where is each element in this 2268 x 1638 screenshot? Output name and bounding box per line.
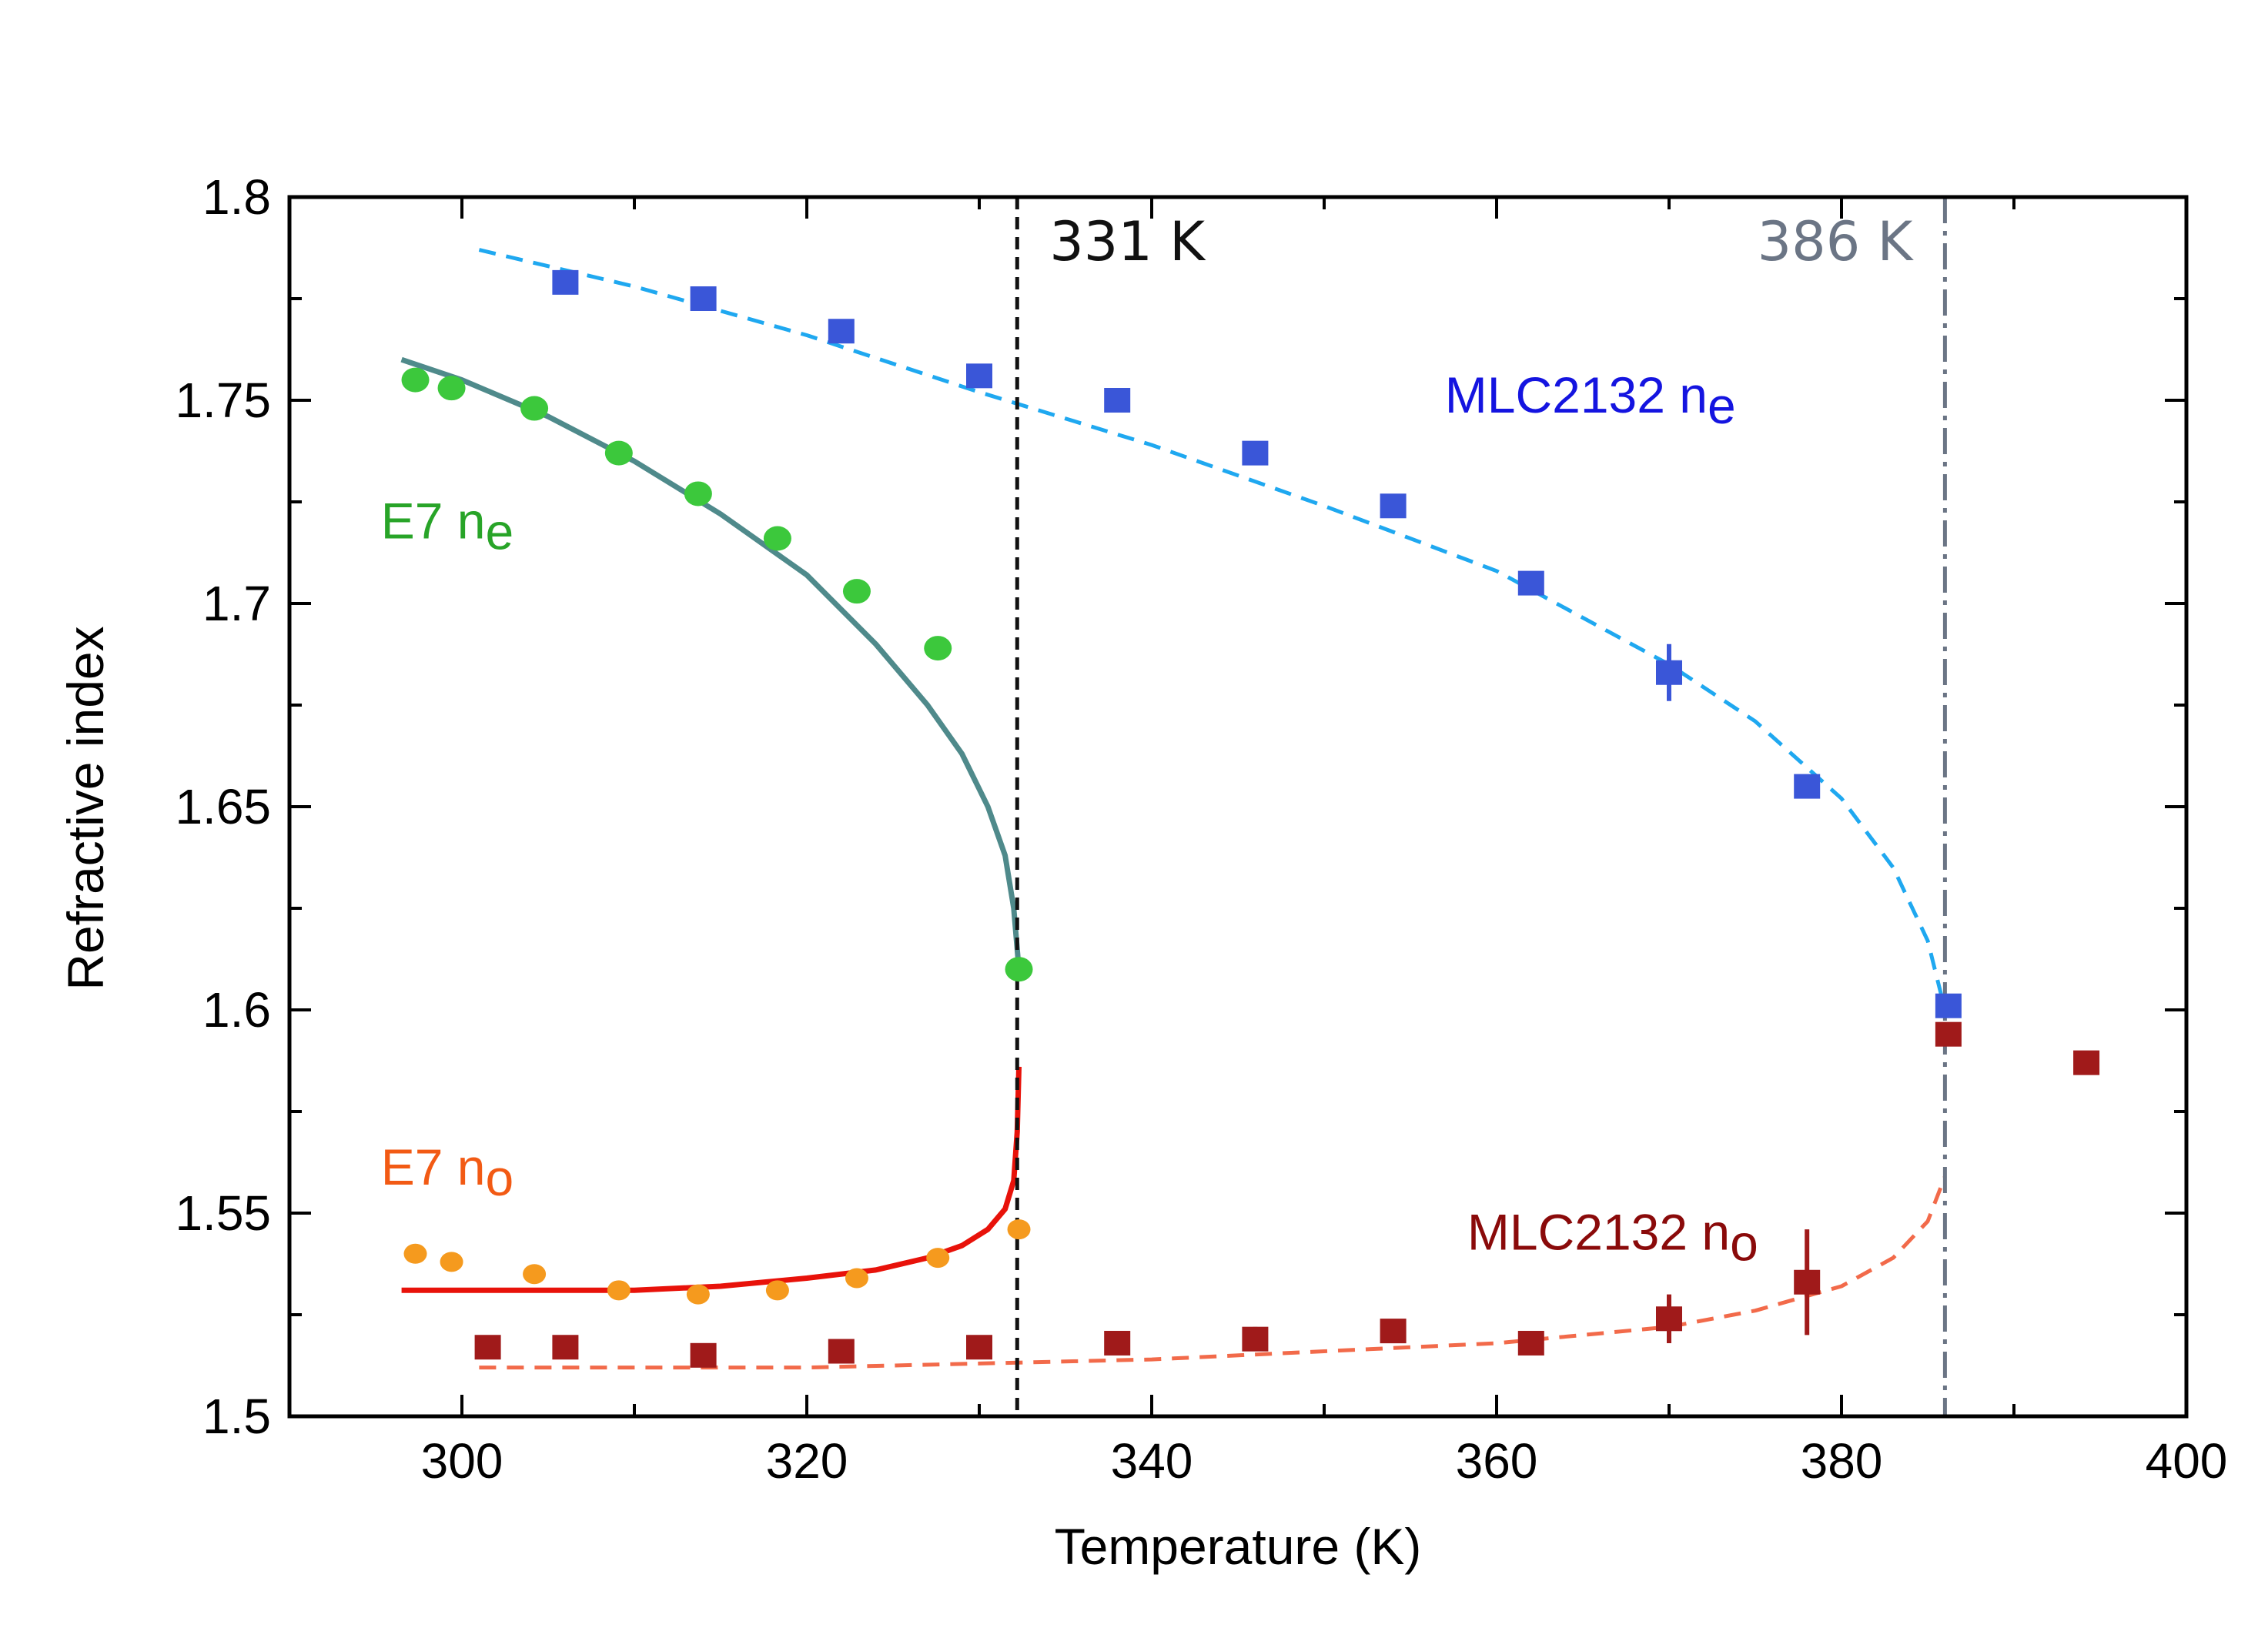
y-axis-title: Refractive index	[57, 626, 114, 990]
label-main: E7 n	[381, 1138, 486, 1195]
x-tick-label: 340	[1111, 1433, 1193, 1489]
mlc2132-ne-point	[690, 286, 717, 311]
mlc2132-ne-point	[1242, 440, 1269, 466]
mlc2132-ne-point	[1517, 570, 1544, 596]
vertical-line-labels: 331 K 386 K	[1049, 210, 1914, 273]
e7-no-point	[440, 1252, 463, 1272]
e7-no-point	[845, 1268, 868, 1289]
mlc2132-ne-point	[552, 269, 579, 295]
plot-frame	[287, 195, 2189, 1419]
e7-no-point	[607, 1280, 631, 1301]
e7-no-point	[403, 1243, 427, 1264]
x-axis-title: Temperature (K)	[1055, 1518, 1422, 1575]
x-tick-label: 400	[2146, 1433, 2228, 1489]
vline-label-331-k: 331 K	[1049, 210, 1206, 273]
y-tick-label: 1.7	[202, 576, 271, 631]
label-subscript: e	[1708, 377, 1736, 434]
mlc2132-ne-fit-line	[478, 248, 1947, 1011]
y-tick-label: 1.75	[175, 373, 271, 428]
data-markers	[401, 269, 2100, 1368]
label-e7-ne: E7 ne	[381, 493, 513, 560]
mlc2132-ne-point	[1656, 660, 1682, 685]
e7-no-point	[1007, 1219, 1031, 1240]
e7-ne-point	[1005, 957, 1033, 982]
e7-ne-fit-line	[400, 356, 1022, 970]
label-main: E7 n	[381, 493, 486, 550]
y-tick-label: 1.5	[202, 1389, 271, 1444]
mlc2132-ne-point	[1794, 774, 1821, 799]
fit-curves	[400, 248, 1947, 1370]
x-tick-label: 380	[1801, 1433, 1883, 1489]
mlc2132-no-point	[552, 1335, 579, 1360]
label-subscript: o	[486, 1149, 514, 1206]
mlc2132-no-point	[474, 1335, 501, 1360]
mlc2132-no-point	[1517, 1330, 1544, 1356]
e7-no-point	[926, 1248, 950, 1269]
e7-no-point	[523, 1264, 547, 1285]
mlc2132-ne-point	[1380, 493, 1407, 519]
mlc2132-no-point	[966, 1335, 992, 1360]
e7-no-point	[686, 1284, 710, 1305]
x-tick-label: 300	[421, 1433, 503, 1489]
label-e7-no: E7 no	[381, 1138, 513, 1206]
e7-ne-point	[763, 526, 791, 551]
y-tick-label: 1.65	[175, 779, 271, 834]
plot-content	[400, 197, 2100, 1416]
mlc2132-ne-point	[828, 319, 855, 344]
mlc2132-no-point	[1380, 1319, 1407, 1344]
y-tick-label: 1.6	[202, 982, 271, 1038]
mlc2132-no-point	[828, 1339, 855, 1364]
mlc2132-no-point	[1656, 1306, 1682, 1332]
e7-ne-point	[684, 481, 712, 506]
mlc2132-ne-point	[966, 363, 992, 389]
mlc2132-no-point	[1794, 1269, 1821, 1295]
mlc2132-no-point	[1104, 1330, 1131, 1356]
e7-ne-point	[401, 367, 430, 393]
mlc2132-ne-point	[1935, 993, 1962, 1018]
mlc2132-no-point	[1935, 1021, 1962, 1047]
label-main: MLC2132 n	[1445, 366, 1708, 423]
label-main: MLC2132 n	[1467, 1204, 1730, 1261]
x-tick-label: 320	[766, 1433, 848, 1489]
y-tick-label: 1.55	[175, 1185, 271, 1241]
label-mlc2132-ne: MLC2132 ne	[1445, 366, 1736, 434]
e7-ne-point	[924, 636, 952, 661]
mlc2132-no-point	[1242, 1326, 1269, 1352]
mlc2132-no-point	[2073, 1050, 2100, 1075]
vertical-lines	[1015, 197, 1947, 1416]
e7-ne-point	[842, 579, 871, 604]
e7-ne-point	[604, 440, 633, 466]
e7-no-point	[765, 1280, 789, 1301]
axis-ticks	[288, 196, 2188, 1418]
axis-tick-labels: 300 320 340 360 380 400 1.5 1.55 1.6 1.65 1.7 1.75 1…	[175, 169, 2227, 1489]
label-subscript: e	[486, 503, 514, 560]
label-mlc2132-no: MLC2132 no	[1467, 1204, 1758, 1272]
mlc2132-ne-point	[1104, 388, 1131, 413]
e7-no-fit-line	[401, 1066, 1022, 1293]
y-tick-label: 1.8	[202, 169, 271, 225]
e7-ne-point	[437, 376, 466, 401]
x-tick-label: 360	[1456, 1433, 1538, 1489]
vline-label-386-k: 386 K	[1758, 210, 1915, 273]
mlc2132-no-point	[690, 1342, 717, 1368]
label-subscript: o	[1730, 1215, 1758, 1272]
mlc2132-no-fit-line	[479, 1175, 1947, 1370]
e7-ne-point	[520, 396, 549, 421]
